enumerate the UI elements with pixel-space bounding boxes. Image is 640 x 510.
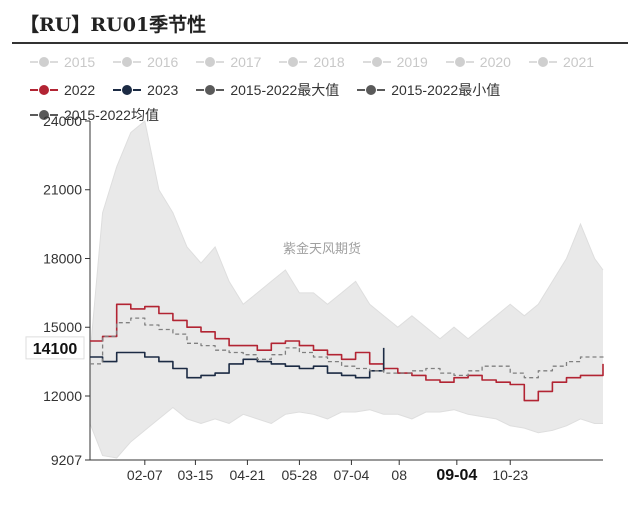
legend-marker-icon [445, 56, 474, 68]
legend-marker-icon [528, 56, 557, 68]
legend-item-2017[interactable]: 2017 [196, 54, 261, 70]
legend-marker-icon [279, 56, 308, 68]
current-value-label: 14100 [33, 341, 78, 358]
y-tick-label: 24000 [43, 113, 82, 129]
legend-item-2015-2022[interactable]: 2015-2022最大值 [196, 80, 339, 100]
x-tick-label: 09-04 [436, 467, 477, 484]
legend-label: 2016 [147, 54, 179, 70]
legend-label: 2018 [313, 54, 345, 70]
legend-item-2020[interactable]: 2020 [445, 54, 511, 70]
chart-title: 【RU】RU01季节性 [20, 14, 207, 36]
legend-label: 2015 [64, 54, 96, 70]
legend-item-2018[interactable]: 2018 [279, 54, 345, 70]
x-tick-label: 03-15 [178, 467, 214, 483]
legend-item-2022[interactable]: 2022 [30, 82, 95, 98]
series-line-2023 [90, 347, 385, 379]
legend-row-years: 2015 2016 2017 2018 2019 2020 2021 [30, 54, 612, 70]
legend-marker-icon [357, 84, 386, 96]
watermark-text: 紫金天风期货 [283, 241, 361, 257]
x-tick-label: 08 [391, 467, 407, 483]
legend-label: 2020 [479, 54, 511, 70]
legend-marker-icon [30, 109, 58, 121]
x-tick-label: 02-07 [127, 467, 163, 483]
legend-item-2021[interactable]: 2021 [528, 54, 595, 70]
x-tick-label: 04-21 [230, 467, 266, 483]
legend-row-average: 2015-2022均值 [30, 105, 177, 125]
series-line-2015-2022 [90, 317, 604, 379]
legend-label: 2019 [396, 54, 428, 70]
series-line-2022 [90, 303, 604, 402]
legend-label: 2023 [147, 82, 179, 98]
legend-label: 2017 [230, 54, 262, 70]
y-tick-label: 18000 [43, 250, 82, 266]
legend-marker-icon [30, 56, 58, 68]
x-tick-label: 10-23 [492, 467, 528, 483]
legend-label: 2015-2022最小值 [391, 82, 501, 98]
y-tick-label: 15000 [43, 319, 82, 335]
y-tick-label: 9207 [51, 452, 82, 468]
series-line-max [89, 120, 604, 355]
legend-item-2016[interactable]: 2016 [113, 54, 178, 70]
legend-marker-icon [113, 84, 142, 96]
x-tick-label: 07-04 [334, 467, 370, 483]
y-tick-label: 12000 [43, 388, 82, 404]
legend-item-2015-2022[interactable]: 2015-2022均值 [30, 105, 159, 125]
legend-label: 2022 [64, 82, 96, 98]
legend-marker-icon [196, 56, 225, 68]
legend-marker-icon [196, 84, 225, 96]
series-line-min [89, 406, 603, 459]
legend-marker-icon [113, 56, 142, 68]
legend-item-2019[interactable]: 2019 [362, 54, 428, 70]
y-tick-label: 21000 [43, 182, 82, 198]
legend-label: 2015-2022最大值 [230, 82, 340, 98]
x-tick-label: 05-28 [282, 467, 318, 483]
legend-row-series: 2022 2023 2015-2022最大值 2015-2022最小值 [30, 80, 518, 100]
legend-item-2015[interactable]: 2015 [30, 54, 95, 70]
legend-label: 2021 [562, 54, 595, 70]
legend-marker-icon [30, 84, 58, 96]
legend-item-2023[interactable]: 2023 [113, 82, 178, 98]
legend-label: 2015-2022均值 [64, 107, 159, 123]
legend-item-2015-2022[interactable]: 2015-2022最小值 [357, 80, 500, 100]
title-divider [12, 42, 628, 44]
current-value-badge [25, 336, 85, 360]
legend-marker-icon [362, 56, 391, 68]
